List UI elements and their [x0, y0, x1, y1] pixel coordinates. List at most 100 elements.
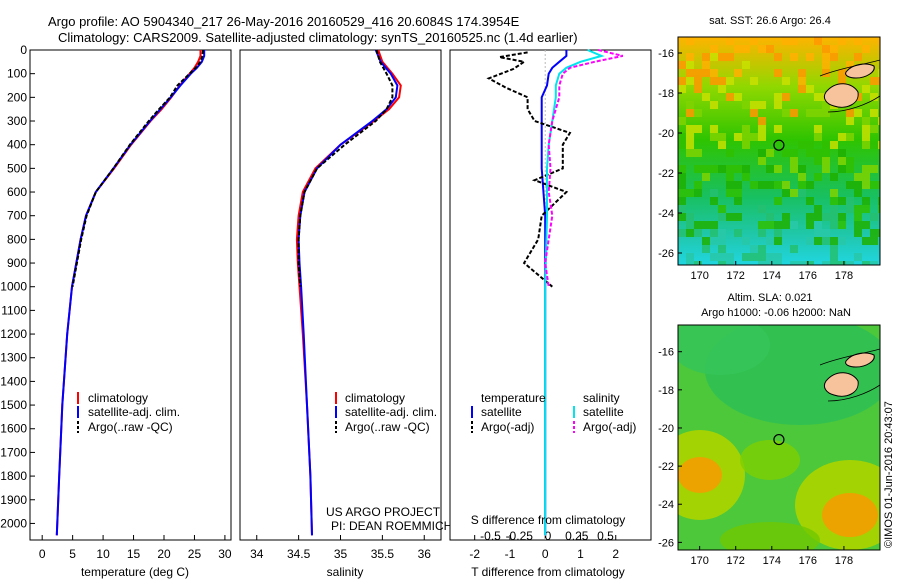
s-difference-label: S difference from climatology	[471, 513, 626, 527]
sst-cell	[854, 53, 862, 61]
sst-cell	[782, 37, 790, 45]
x-tick-label: 0	[39, 547, 46, 561]
sst-cell	[774, 101, 782, 109]
sst-cell	[846, 157, 854, 165]
sst-cell	[726, 53, 734, 61]
sst-cell	[686, 189, 694, 197]
sst-cell	[822, 101, 830, 109]
sst-cell	[750, 181, 758, 189]
sst-cell	[750, 37, 758, 45]
sst-cell	[710, 221, 718, 229]
s-difference-x-axis: -0.5 -0.25 0 0.25 0.5	[480, 529, 614, 543]
sst-cell	[766, 181, 774, 189]
sst-cell	[758, 181, 766, 189]
sst-cell	[758, 157, 766, 165]
sst-cell	[710, 77, 718, 85]
sst-cell	[806, 221, 814, 229]
sst-cell	[798, 69, 806, 77]
sst-cell	[814, 109, 822, 117]
sst-cell	[846, 61, 854, 69]
sst-cell	[694, 77, 702, 85]
x-tick-label: 0	[542, 547, 549, 561]
lat-tick-label: -20	[658, 423, 674, 435]
sst-cell	[798, 261, 806, 265]
sst-cell	[758, 253, 766, 261]
header-line-1: Argo profile: AO 5904340_217 26-May-2016…	[48, 14, 520, 29]
sst-cell	[878, 197, 880, 205]
lat-tick-label: -24	[658, 499, 674, 511]
temperature-series	[55, 49, 206, 536]
sst-cell	[862, 181, 870, 189]
sst-cell	[718, 253, 726, 261]
x-tick-label: 15	[127, 547, 141, 561]
sst-cell	[766, 149, 774, 157]
x-tick-label: 2	[612, 547, 619, 561]
x-tick-label: 35.5	[371, 547, 395, 561]
sst-cell	[870, 229, 878, 237]
sst-cell	[758, 133, 766, 141]
lon-tick-label: 178	[835, 555, 853, 567]
salinity-panel: 34 34.5 35 35.5 36 salinity climatology sate…	[239, 49, 452, 579]
legend-label-satellite: satellite-adj. clim.	[88, 405, 180, 419]
fiji-island	[823, 83, 859, 108]
sst-cell	[854, 213, 862, 221]
s-tick-label: -0.25	[506, 529, 534, 543]
sst-cell	[782, 109, 790, 117]
sla-field	[678, 325, 880, 550]
sst-cell	[870, 237, 878, 245]
sst-cell	[846, 133, 854, 141]
sst-cell	[782, 213, 790, 221]
reef-contour	[819, 59, 880, 113]
sst-cell	[766, 165, 774, 173]
sst-cell	[870, 93, 878, 101]
sst-cell	[686, 229, 694, 237]
sst-cell	[742, 165, 750, 173]
sst-cell	[718, 93, 726, 101]
sst-cell	[734, 189, 742, 197]
sst-cell	[726, 253, 734, 261]
header-line-2: Climatology: CARS2009. Satellite-adjuste…	[58, 30, 578, 45]
sst-cell	[822, 157, 830, 165]
y-tick-label: 2000	[0, 516, 27, 530]
sst-cell	[862, 261, 870, 265]
sst-cell	[814, 133, 822, 141]
sst-cell	[686, 77, 694, 85]
series-s-argo-adj-	[544, 49, 624, 287]
sst-map-axes: 170 172 174 176 178 -16 -18 -20 -22 -24 -26	[658, 48, 853, 282]
sst-cell	[862, 85, 870, 93]
sst-cell	[806, 197, 814, 205]
x-tick-label: 34	[250, 547, 264, 561]
lon-tick-label: 176	[799, 555, 817, 567]
y-tick-label: 1300	[0, 351, 27, 365]
sst-cell	[798, 173, 806, 181]
sst-cell	[766, 213, 774, 221]
sst-cell	[758, 125, 766, 133]
sst-cell	[830, 213, 838, 221]
sst-cell	[806, 181, 814, 189]
sst-cell	[822, 53, 830, 61]
sst-cell	[686, 253, 694, 261]
sst-cell	[870, 181, 878, 189]
sst-cell	[742, 253, 750, 261]
sst-cell	[710, 133, 718, 141]
sst-cell	[678, 165, 686, 173]
sst-cell	[822, 61, 830, 69]
legend-header-salinity: salinity	[583, 391, 620, 405]
sst-cell	[758, 117, 766, 125]
x-tick-label: 35	[334, 547, 348, 561]
sla-peak-west	[678, 457, 722, 493]
salinity-x-label: salinity	[327, 565, 364, 579]
vanua-levu-island	[845, 63, 875, 79]
sst-cell	[686, 69, 694, 77]
sst-cell	[774, 221, 782, 229]
sst-cell	[718, 237, 726, 245]
sla-high-south	[720, 522, 820, 550]
lon-tick-label: 170	[690, 270, 708, 282]
sst-cell	[694, 229, 702, 237]
sst-cell	[686, 125, 694, 133]
sst-cell	[774, 261, 782, 265]
sst-cell	[734, 197, 742, 205]
sst-cell	[678, 181, 686, 189]
legend-label-climatology: climatology	[345, 391, 405, 405]
